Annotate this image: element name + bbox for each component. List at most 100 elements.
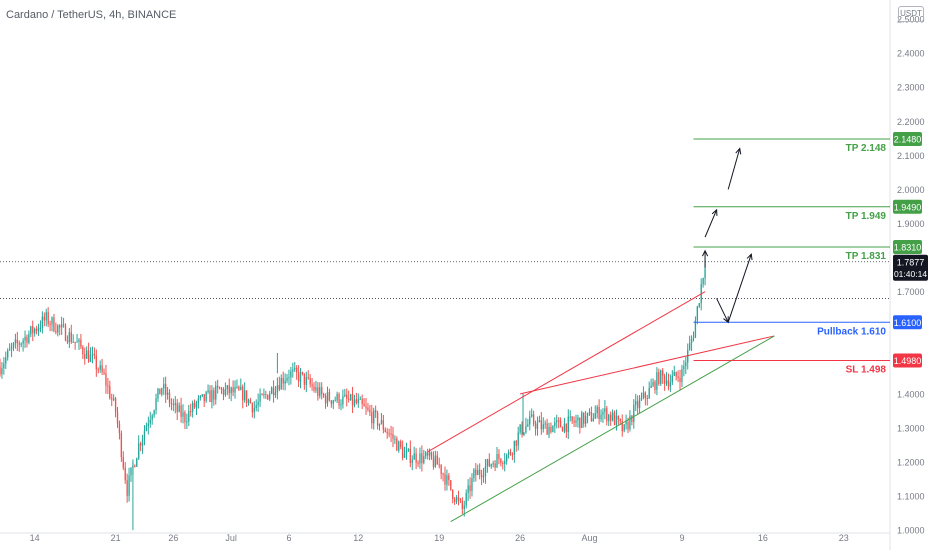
- candle-body: [282, 378, 284, 384]
- arrow-head: [735, 147, 742, 155]
- projection-arrow: [727, 148, 741, 190]
- currency-button[interactable]: USDT: [898, 6, 924, 22]
- candle-body: [191, 402, 194, 412]
- candle-body: [20, 343, 22, 345]
- candle-body: [660, 370, 662, 384]
- candle-body: [232, 387, 234, 393]
- y-tick-label: 1.9000: [897, 219, 925, 229]
- candle-body: [49, 324, 51, 326]
- candle-body: [315, 387, 317, 391]
- candle-body: [453, 498, 456, 502]
- x-tick-label: 16: [758, 533, 768, 543]
- candle-body: [544, 423, 546, 425]
- current-price-text: 1.7877: [897, 257, 925, 267]
- candle-body: [455, 497, 458, 502]
- candle-body: [498, 453, 500, 459]
- candle-body: [299, 371, 302, 382]
- candle-body: [116, 411, 119, 424]
- candle-body: [496, 453, 498, 468]
- candle-body: [164, 383, 167, 395]
- candle-body: [328, 392, 331, 401]
- projection-arrow: [704, 209, 718, 238]
- candle-body: [178, 405, 180, 412]
- candle-body: [681, 369, 683, 382]
- candle-body: [434, 455, 437, 467]
- candle-body: [675, 371, 677, 377]
- candle-body: [245, 390, 248, 404]
- candle-body: [215, 385, 217, 400]
- candle-body: [608, 414, 610, 422]
- candle-body: [571, 416, 573, 421]
- y-tick-label: 1.3000: [897, 423, 925, 433]
- candle-body: [401, 446, 404, 458]
- candle-body: [444, 474, 446, 485]
- countdown-text: 01:40:14: [894, 269, 927, 279]
- candle-body: [257, 401, 259, 406]
- candle-body: [374, 410, 377, 413]
- candle-body: [326, 392, 329, 404]
- candle-body: [286, 377, 288, 381]
- y-tick-label: 2.2000: [897, 117, 925, 127]
- candle-body: [130, 467, 132, 476]
- candle-body: [613, 412, 616, 426]
- candle-body: [502, 463, 504, 465]
- candle-body: [147, 423, 150, 427]
- candle-body: [222, 388, 225, 395]
- candle-body: [438, 464, 440, 466]
- candle-body: [309, 378, 311, 385]
- candle-body: [141, 438, 144, 446]
- candle-body: [361, 398, 363, 404]
- candle-body: [284, 380, 286, 384]
- candle-body: [388, 433, 390, 435]
- candle-body: [469, 485, 471, 491]
- y-tick-label: 2.0000: [897, 185, 925, 195]
- x-tick-label: 12: [353, 533, 363, 543]
- y-tick-label: 1.1000: [897, 492, 925, 502]
- candle-body: [136, 458, 138, 467]
- y-tick-label: 1.7000: [897, 287, 925, 297]
- candle-body: [297, 372, 300, 382]
- candle-body: [403, 453, 406, 458]
- candle-body: [357, 399, 359, 403]
- candle-body: [425, 452, 427, 457]
- candle-body: [531, 414, 533, 417]
- y-tick-label: 1.2000: [897, 457, 925, 467]
- candle-body: [70, 332, 72, 342]
- candle-body: [89, 354, 92, 362]
- candle-body: [398, 441, 400, 451]
- candle-body: [139, 443, 142, 446]
- candle-body: [259, 394, 261, 402]
- candle-body: [265, 394, 267, 396]
- candle-body: [26, 336, 28, 343]
- candle-body: [448, 475, 450, 481]
- candle-body: [394, 438, 396, 440]
- candle-body: [479, 469, 481, 475]
- candle-body: [513, 440, 516, 455]
- candle-body: [621, 421, 623, 432]
- candle-body: [51, 317, 53, 325]
- candle-body: [182, 412, 184, 417]
- candle-body: [128, 475, 130, 496]
- candle-body: [423, 456, 425, 463]
- candle-body: [35, 328, 38, 331]
- candle-body: [658, 372, 660, 384]
- candle-body: [546, 423, 548, 435]
- candle-body: [515, 440, 517, 446]
- candle-body: [193, 402, 196, 408]
- candle-body: [673, 371, 675, 376]
- candle-body: [7, 350, 9, 358]
- candle-body: [565, 423, 568, 433]
- candle-body: [617, 415, 620, 420]
- candle-body: [556, 420, 558, 423]
- candle-body: [635, 401, 637, 405]
- candle-body: [105, 373, 107, 386]
- candle-body: [170, 402, 173, 405]
- candle-body: [471, 478, 473, 491]
- candle-body: [255, 405, 257, 408]
- candle-body: [486, 459, 489, 467]
- candle-body: [184, 412, 186, 423]
- candle-body: [59, 325, 61, 328]
- candle-body: [442, 473, 444, 475]
